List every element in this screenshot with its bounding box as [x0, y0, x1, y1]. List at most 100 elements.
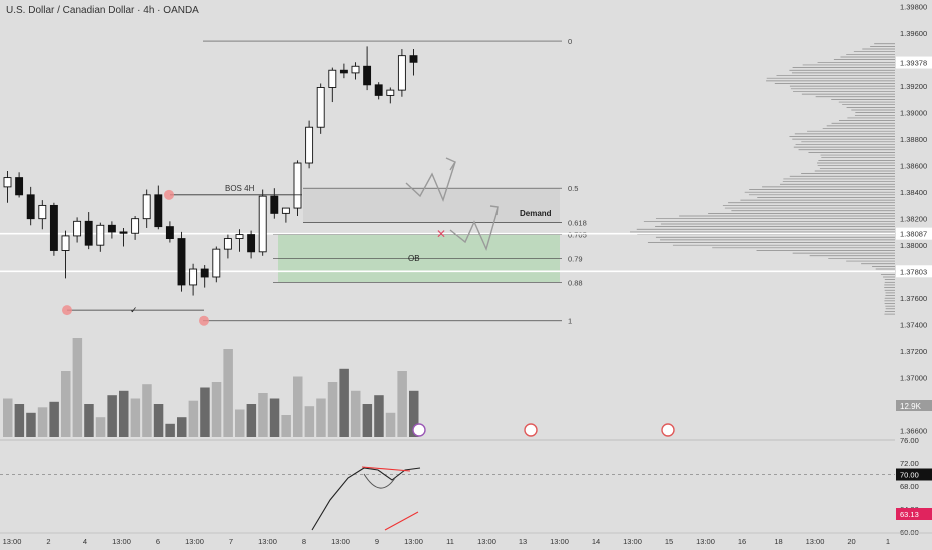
time-tick-label: 13:00 [550, 537, 569, 546]
volume-bar [316, 398, 326, 437]
volume-bar [397, 371, 407, 437]
price-tick-label: 1.38200 [900, 215, 927, 224]
candle-body [374, 84, 383, 96]
volume-bar [84, 404, 94, 437]
projection-arrowhead-upper [445, 157, 457, 171]
projection-arrow-upper [405, 161, 456, 203]
volume-bar [339, 368, 349, 437]
candle-body [119, 231, 128, 234]
volume-bar [26, 412, 36, 437]
time-tick-label: 11 [446, 537, 454, 546]
price-tick-label: 1.39800 [900, 3, 927, 12]
rsi-current-badge: 70.00 [900, 471, 919, 480]
event-icon [524, 423, 538, 437]
candle-body [49, 204, 58, 251]
volume-bar [269, 398, 280, 437]
price-tick-label: 1.39200 [900, 82, 927, 91]
candle-body [386, 89, 395, 96]
fib-label: 0.705 [568, 231, 587, 240]
volume-bar [72, 338, 83, 437]
candle-body [154, 194, 163, 228]
candle-body [96, 224, 105, 246]
time-tick-label: 13:00 [696, 537, 715, 546]
candle-body [351, 65, 360, 74]
candle-body [165, 226, 174, 240]
chart-title: U.S. Dollar / Canadian Dollar · 4h · OAN… [6, 5, 199, 16]
time-tick-label: 15 [665, 537, 673, 546]
projection-arrow-lower [449, 206, 499, 252]
fib-label: 0.5 [568, 184, 578, 193]
candle-body [3, 177, 12, 188]
volume-bar [409, 390, 419, 437]
candle-body [61, 235, 70, 251]
volume-bar [211, 382, 222, 437]
candle-body [177, 238, 186, 286]
volume-bar [142, 384, 152, 437]
price-tick-label: 1.37200 [900, 347, 927, 356]
time-tick-label: 13:00 [404, 537, 423, 546]
rsi-divergence-top [361, 466, 411, 472]
price-tick-label: 1.37803 [900, 267, 927, 276]
check-mark: ✓ [130, 305, 138, 315]
ob-label: OB [408, 254, 420, 263]
time-tick-label: 14 [592, 537, 600, 546]
rsi-tick-label: 68.00 [900, 482, 919, 491]
price-tick-label: 1.38400 [900, 188, 927, 197]
volume-bar [246, 404, 257, 437]
time-tick-label: 1 [886, 537, 890, 546]
volume-bar [107, 395, 117, 437]
bos-label: BOS 4H [225, 184, 255, 193]
price-tick-badge [896, 56, 932, 69]
candle-body [84, 220, 93, 246]
candle-body [223, 238, 232, 250]
candle-body [212, 248, 221, 278]
rsi-line [311, 467, 421, 531]
swing-marker [164, 189, 174, 200]
volume-bar [119, 390, 129, 437]
demand-label: Demand [520, 209, 552, 218]
candle-body [247, 234, 256, 253]
price-tick-label: 1.39000 [900, 109, 927, 118]
rsi-dip [363, 473, 396, 489]
price-tick-label: 1.37600 [900, 294, 927, 303]
time-tick-label: 13:00 [112, 537, 131, 546]
invalid-mark: ✕ [436, 227, 446, 241]
volume-badge: 12.9K [900, 402, 922, 411]
volume-bar [200, 387, 210, 437]
rsi-tick-label: 72.00 [900, 459, 919, 468]
swing-marker [199, 315, 209, 326]
swing-marker [62, 305, 72, 316]
rsi-current-badge-bg [896, 468, 932, 481]
candle-body [281, 207, 290, 214]
time-tick-label: 20 [847, 537, 855, 546]
volume-bar [351, 390, 361, 437]
volume-bar [385, 412, 396, 437]
volume-bar [14, 404, 25, 437]
volume-bar [37, 407, 48, 437]
volume-bar [281, 415, 291, 437]
volume-bar [177, 417, 187, 437]
price-tick-badge [896, 227, 932, 240]
candle-body [73, 220, 82, 237]
candle-body [293, 162, 302, 209]
price-tick-label: 1.36600 [900, 427, 927, 436]
candle-body [107, 224, 116, 233]
time-tick-label: 8 [302, 537, 306, 546]
fib-label: 1 [568, 317, 572, 326]
projection-arrowhead-lower [489, 205, 499, 216]
volume-bar [258, 393, 268, 437]
time-tick-label: 6 [156, 537, 160, 546]
price-tick-label: 1.37000 [900, 374, 927, 383]
demand-zone [303, 188, 560, 223]
volume-bar [165, 423, 175, 437]
candle-body [270, 195, 279, 214]
volume-badge-bg [896, 400, 932, 411]
volume-bar [235, 409, 245, 437]
volume-bar [293, 376, 303, 437]
volume-bar [130, 398, 141, 437]
fib-label: 0.88 [568, 278, 583, 287]
rsi-second-badge: 63.13 [900, 510, 919, 519]
volume-bar [153, 404, 164, 437]
candle-body [26, 194, 35, 220]
